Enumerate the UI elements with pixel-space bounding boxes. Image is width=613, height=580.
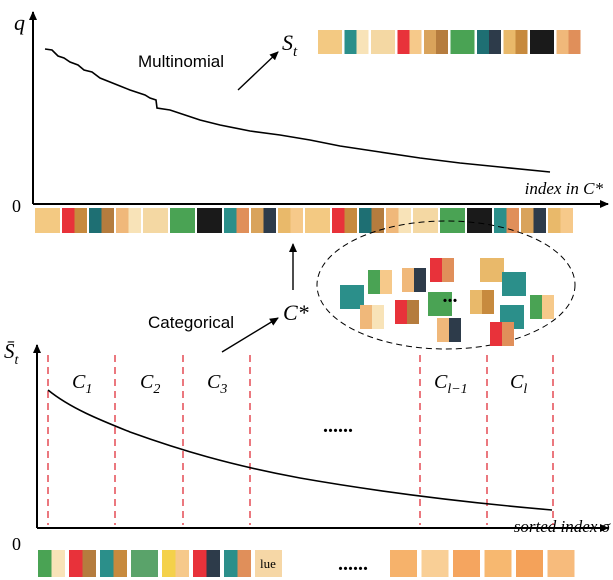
curve [48,390,552,510]
group-dividers [48,355,553,525]
patch-detail [345,208,358,233]
arrow [238,52,278,90]
patch-detail [291,208,304,233]
patch [170,208,195,233]
patch-detail [414,268,426,292]
y-label-subscript: t [15,353,20,368]
patch [371,30,395,54]
x-label: index in C* [525,179,604,198]
sample-subscript: t [293,44,298,60]
patch-detail [176,550,190,577]
patch-detail [410,30,422,54]
patch-detail [83,550,97,577]
patch-detail [129,208,142,233]
sample-label: St [282,30,298,60]
patch-detail [207,550,221,577]
patch [131,550,158,577]
group-subscript: 1 [85,382,92,397]
patch-row: lue [38,550,575,577]
patch [413,208,438,233]
patch [485,550,512,577]
ellipsis: ...... [338,553,368,575]
patch [530,30,554,54]
patch-text: lue [260,556,276,571]
patch-detail [264,208,277,233]
curve [45,49,550,172]
patch-detail [407,300,419,324]
patch-detail [75,208,88,233]
group-label: C2 [140,371,160,397]
patch-detail [502,322,514,346]
patch-detail [516,30,528,54]
group-name: C [434,371,448,393]
origin: 0 [12,534,21,554]
group-label: C3 [207,371,227,397]
patch-detail [357,30,369,54]
patch-detail [449,318,461,342]
patch-row [318,30,581,54]
x-label: sorted index σ [514,517,611,536]
group-label: Cl−1 [434,371,468,397]
ellipsis: ...... [323,415,353,437]
patch [305,208,330,233]
curve-label: Multinomial [138,52,224,71]
y-label: S̄t [4,339,20,368]
group-subscript: 2 [153,382,160,397]
patch [502,272,526,296]
group-subscript: l [523,382,527,397]
patch-detail [380,270,392,294]
patch-row [35,208,573,233]
patch-detail [542,295,554,319]
ellipsis: ... [443,285,458,307]
patch-detail [534,208,547,233]
patch-detail [238,550,252,577]
patch [453,550,480,577]
patch [548,550,575,577]
origin: 0 [12,196,21,216]
group-name: C [72,371,86,393]
y-label-name: S̄ [4,339,15,363]
group-name: C [140,371,154,393]
patch [480,258,504,282]
patch-detail [561,208,574,233]
diagram: q 0 index in C* Multinomial St C* Catego… [0,0,613,580]
patch [451,30,475,54]
patch [390,550,417,577]
patch [143,208,168,233]
patch-detail [436,30,448,54]
patch-detail [237,208,250,233]
y-label: q [14,10,25,35]
patch-detail [489,30,501,54]
patch [516,550,543,577]
patch-detail [102,208,115,233]
patch-detail [569,30,581,54]
group-subscript: 3 [219,382,227,397]
sample-name: S [282,30,293,55]
patch-detail [114,550,128,577]
patch [440,208,465,233]
patch-detail [52,550,66,577]
patch [422,550,449,577]
group-subscript: l−1 [447,382,467,397]
patch [197,208,222,233]
patch [318,30,342,54]
categorical-label: Categorical [148,313,234,332]
group-name: C [510,371,524,393]
set-label: C* [283,300,309,325]
group-label: C1 [72,371,92,397]
patch-detail [482,290,494,314]
patch-detail [442,258,454,282]
group-name: C [207,371,221,393]
group-label: Cl [510,371,527,397]
patch [467,208,492,233]
patch-detail [372,305,384,329]
patch [35,208,60,233]
patch-detail [399,208,412,233]
